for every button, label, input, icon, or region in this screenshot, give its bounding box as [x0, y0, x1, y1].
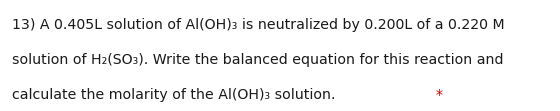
- Text: calculate the molarity of the Al(OH)₃ solution.: calculate the molarity of the Al(OH)₃ so…: [12, 88, 340, 102]
- Text: *: *: [435, 88, 442, 102]
- Text: 13) A 0.405L solution of Al(OH)₃ is neutralized by 0.200L of a 0.220 M: 13) A 0.405L solution of Al(OH)₃ is neut…: [12, 18, 505, 32]
- Text: solution of H₂(SO₃). Write the balanced equation for this reaction and: solution of H₂(SO₃). Write the balanced …: [12, 53, 503, 67]
